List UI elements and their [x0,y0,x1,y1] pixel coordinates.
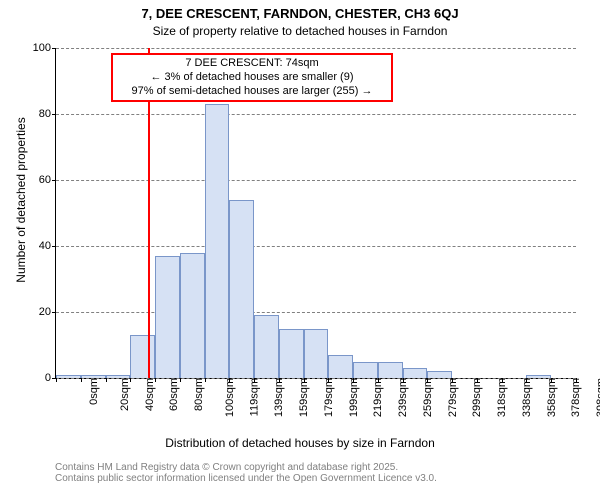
histogram-bar [526,375,551,378]
x-tick-mark [403,378,404,382]
x-tick-mark [229,378,230,382]
histogram-bar [229,200,254,378]
x-axis-label: Distribution of detached houses by size … [0,436,600,450]
x-tick-label: 119sqm [248,378,260,416]
x-tick-mark [502,378,503,382]
x-tick-label: 139sqm [273,378,285,417]
x-tick-mark [205,378,206,382]
y-tick-mark [52,246,56,247]
histogram-bar [130,335,155,378]
histogram-bar [403,368,428,378]
y-tick-label: 60 [27,174,51,186]
y-tick-mark [52,180,56,181]
x-tick-mark [304,378,305,382]
x-tick-mark [56,378,57,382]
plot-area: 0sqm20sqm40sqm60sqm80sqm100sqm119sqm139s… [55,48,576,379]
x-tick-label: 239sqm [397,378,409,417]
gridline [56,48,576,49]
x-tick-label: 60sqm [168,378,180,411]
x-tick-label: 40sqm [144,378,156,411]
gridline [56,114,576,115]
x-tick-label: 299sqm [472,378,484,417]
x-tick-mark [106,378,107,382]
histogram-bar [180,253,205,378]
x-tick-mark [353,378,354,382]
histogram-bar [81,375,106,378]
x-tick-label: 199sqm [348,378,360,417]
x-tick-mark [551,378,552,382]
credits: Contains HM Land Registry data © Crown c… [55,462,437,484]
annotation-line-3: 97% of semi-detached houses are larger (… [117,85,387,99]
y-tick-mark [52,114,56,115]
x-tick-label: 179sqm [323,378,335,417]
y-tick-mark [52,48,56,49]
x-tick-label: 80sqm [193,378,205,411]
x-tick-mark [452,378,453,382]
y-tick-label: 80 [27,108,51,120]
x-tick-label: 358sqm [546,378,558,417]
x-tick-mark [427,378,428,382]
x-tick-label: 0sqm [88,378,100,405]
histogram-bar [279,329,304,379]
histogram-bar [106,375,131,378]
histogram-bar [328,355,353,378]
histogram-bar [427,371,452,378]
x-tick-label: 219sqm [373,378,385,417]
x-tick-mark [130,378,131,382]
histogram-bar [353,362,378,379]
x-tick-mark [155,378,156,382]
x-tick-mark [477,378,478,382]
x-tick-label: 398sqm [595,378,600,417]
x-tick-mark [526,378,527,382]
histogram-bar [56,375,81,378]
y-tick-label: 100 [27,42,51,54]
y-axis-label: Number of detached properties [14,70,28,330]
annotation-box: 7 DEE CRESCENT: 74sqm← 3% of detached ho… [111,53,393,102]
x-tick-label: 378sqm [571,378,583,417]
x-tick-label: 338sqm [521,378,533,417]
annotation-line-2: ← 3% of detached houses are smaller (9) [117,71,387,85]
histogram-bar [254,315,279,378]
x-tick-mark [576,378,577,382]
gridline [56,180,576,181]
y-tick-label: 20 [27,306,51,318]
credits-line-2: Contains public sector information licen… [55,473,437,484]
x-tick-label: 259sqm [422,378,434,417]
chart-container: { "chart": { "type": "histogram", "title… [0,0,600,500]
gridline [56,312,576,313]
histogram-bar [205,104,230,378]
x-tick-label: 318sqm [496,378,508,417]
x-tick-mark [254,378,255,382]
y-tick-mark [52,312,56,313]
chart-title-address: 7, DEE CRESCENT, FARNDON, CHESTER, CH3 6… [0,6,600,21]
histogram-bar [378,362,403,379]
x-tick-mark [378,378,379,382]
y-tick-label: 0 [27,372,51,384]
x-tick-label: 20sqm [119,378,131,411]
x-tick-label: 100sqm [224,378,236,417]
x-tick-mark [328,378,329,382]
histogram-bar [155,256,180,378]
histogram-bar [304,329,329,379]
y-tick-label: 40 [27,240,51,252]
gridline [56,246,576,247]
x-tick-mark [81,378,82,382]
annotation-line-1: 7 DEE CRESCENT: 74sqm [117,57,387,71]
x-tick-mark [180,378,181,382]
x-tick-mark [279,378,280,382]
credits-line-1: Contains HM Land Registry data © Crown c… [55,462,437,473]
chart-title-description: Size of property relative to detached ho… [0,24,600,38]
x-tick-label: 279sqm [447,378,459,417]
x-tick-label: 159sqm [298,378,310,417]
